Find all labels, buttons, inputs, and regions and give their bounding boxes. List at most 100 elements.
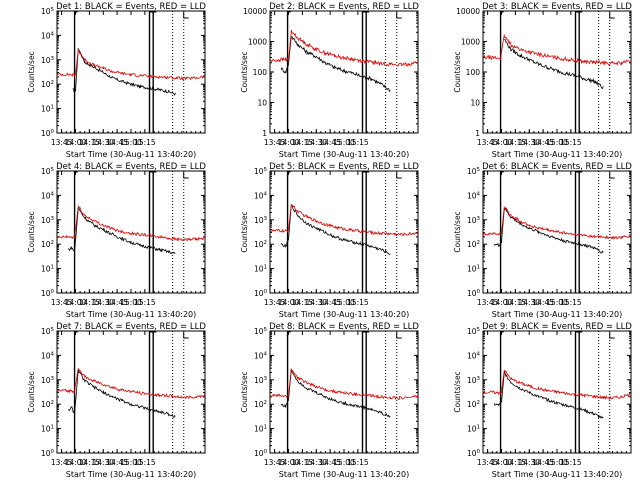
y-tick-label: 101	[467, 425, 480, 434]
x-tick-label: 13:45	[477, 458, 499, 467]
x-axis-label: Start Time (30-Aug-11 13:40:20)	[279, 310, 410, 319]
x-tick-label: 14:45	[532, 458, 554, 467]
y-tick-label: 104	[467, 351, 481, 360]
y-tick-label: 105	[467, 167, 481, 176]
x-tick-label: 14:45	[319, 298, 341, 307]
series-group	[57, 48, 205, 96]
y-tick-label: 100	[466, 68, 481, 77]
detector-panel: Det 5: BLACK = Events, RED = LLD Start Ti…	[213, 160, 426, 320]
series-events-line	[493, 370, 604, 419]
x-tick-label: 14:30	[92, 138, 114, 147]
x-tick-label: 14:30	[305, 138, 327, 147]
y-tick-label: 104	[467, 191, 481, 200]
x-tick-label: 14:00	[278, 298, 300, 307]
plot-frame	[269, 170, 419, 294]
series-lld-line	[483, 369, 631, 401]
x-tick-label: 14:15	[292, 298, 314, 307]
y-tick-label: 104	[41, 351, 55, 360]
y-tick-label: 1	[262, 129, 267, 138]
series-events-line	[67, 208, 176, 255]
x-tick-label: 14:15	[79, 298, 101, 307]
series-events-line	[72, 48, 176, 96]
series-lld-line	[57, 49, 205, 81]
series-group	[483, 34, 631, 90]
y-axis-label: Counts/sec	[453, 211, 462, 252]
detector-panel: Det 4: BLACK = Events, RED = LLD Start Ti…	[0, 160, 213, 320]
x-tick-label: 14:30	[518, 138, 540, 147]
x-axis-label: Start Time (30-Aug-11 13:40:20)	[279, 470, 410, 479]
series-lld-line	[483, 34, 631, 67]
chart-title: Det 9: BLACK = Events, RED = LLD	[482, 322, 632, 332]
x-tick-label: 15:15	[560, 138, 582, 147]
x-tick-label: 13:45	[51, 138, 73, 147]
y-tick-label: 105	[254, 167, 268, 176]
x-tick-label: 14:00	[65, 458, 87, 467]
series-group	[57, 368, 205, 418]
x-tick-label: 14:45	[106, 298, 128, 307]
lightcurve-plot: Det 2: BLACK = Events, RED = LLD Start Ti…	[240, 2, 419, 159]
x-tick-label: 15:00	[333, 458, 355, 467]
x-tick-label: 14:15	[505, 138, 527, 147]
y-tick-label: 103	[254, 376, 268, 385]
lightcurve-plot: Det 3: BLACK = Events, RED = LLD Start Ti…	[453, 2, 632, 159]
y-tick-label: 102	[41, 80, 54, 89]
x-tick-label: 15:00	[333, 138, 355, 147]
x-tick-label: 14:15	[292, 458, 314, 467]
y-tick-label: 100	[467, 449, 481, 458]
y-tick-label: 101	[41, 105, 54, 114]
series-events-line	[280, 36, 391, 93]
chart-title: Det 8: BLACK = Events, RED = LLD	[269, 322, 419, 332]
y-tick-label: 102	[41, 400, 54, 409]
x-tick-label: 14:15	[79, 138, 101, 147]
y-tick-label: 105	[41, 327, 55, 336]
y-axis-label: Counts/sec	[240, 211, 249, 252]
y-tick-label: 102	[254, 400, 267, 409]
y-axis-label: Counts/sec	[27, 211, 36, 252]
x-axis-label: Start Time (30-Aug-11 13:40:20)	[66, 310, 197, 319]
interval-bracket	[609, 12, 615, 19]
x-tick-label: 15:00	[546, 458, 568, 467]
detector-panel: Det 6: BLACK = Events, RED = LLD Start Ti…	[426, 160, 639, 320]
lightcurve-plot: Det 6: BLACK = Events, RED = LLD Start Ti…	[453, 162, 632, 319]
chart-title: Det 2: BLACK = Events, RED = LLD	[269, 2, 419, 12]
y-axis-label: Counts/sec	[453, 371, 462, 412]
y-tick-label: 100	[254, 289, 268, 298]
series-lld-line	[57, 204, 205, 242]
lightcurve-plot: Det 7: BLACK = Events, RED = LLD Start Ti…	[27, 322, 206, 479]
lightcurve-plot: Det 1: BLACK = Events, RED = LLD Start Ti…	[27, 2, 206, 159]
series-events-line	[493, 208, 604, 254]
y-tick-label: 102	[41, 240, 54, 249]
x-tick-label: 15:15	[134, 298, 156, 307]
y-tick-label: 100	[41, 289, 55, 298]
x-tick-label: 14:45	[532, 138, 554, 147]
y-axis-label: Counts/sec	[453, 51, 462, 92]
y-tick-label: 103	[41, 56, 55, 65]
x-axis-label: Start Time (30-Aug-11 13:40:20)	[66, 470, 197, 479]
plot-frame	[482, 10, 632, 134]
y-tick-label: 100	[253, 68, 268, 77]
x-tick-label: 14:00	[65, 298, 87, 307]
x-tick-label: 14:00	[491, 298, 513, 307]
series-group	[57, 204, 205, 255]
interval-bracket	[609, 172, 615, 179]
y-tick-label: 101	[254, 265, 267, 274]
series-group	[270, 203, 418, 256]
lightcurve-plot: Det 4: BLACK = Events, RED = LLD Start Ti…	[27, 162, 206, 319]
y-tick-label: 1000	[248, 38, 267, 47]
interval-bracket	[396, 332, 402, 339]
detector-panel: Det 2: BLACK = Events, RED = LLD Start Ti…	[213, 0, 426, 160]
y-tick-label: 102	[467, 240, 480, 249]
y-tick-label: 100	[467, 289, 481, 298]
x-tick-label: 14:15	[292, 138, 314, 147]
series-group	[270, 368, 418, 418]
y-tick-label: 101	[41, 265, 54, 274]
interval-bracket	[183, 12, 189, 19]
chart-title: Det 7: BLACK = Events, RED = LLD	[56, 322, 206, 332]
x-tick-label: 13:45	[51, 458, 73, 467]
y-tick-label: 1	[475, 129, 480, 138]
y-tick-label: 10	[470, 99, 480, 108]
series-group	[483, 206, 631, 254]
series-group	[270, 29, 418, 93]
y-tick-label: 103	[254, 216, 268, 225]
